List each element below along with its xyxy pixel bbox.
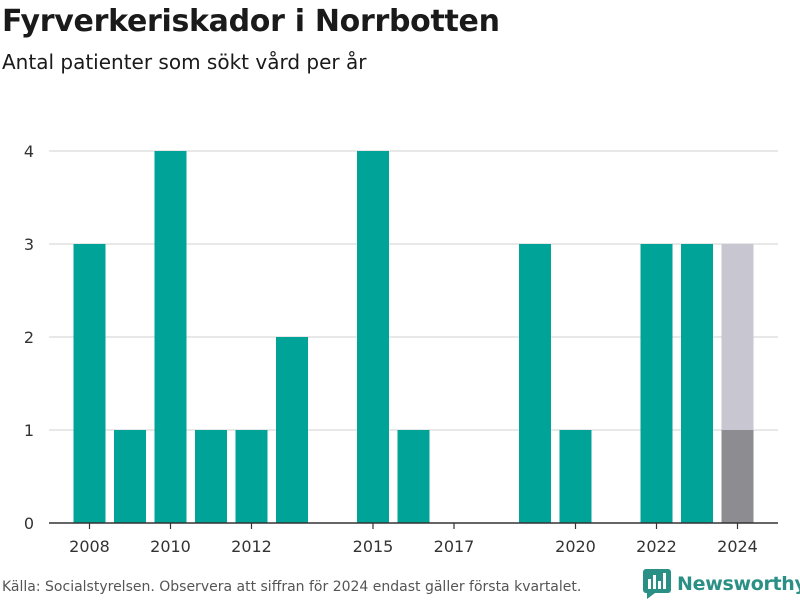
- y-tick-label-3: 3: [24, 235, 34, 254]
- bar-2013: [276, 337, 308, 523]
- bar-2024-actual: [721, 430, 754, 523]
- bar-2020: [559, 430, 592, 523]
- bar-2012: [235, 430, 268, 523]
- bar-2008: [73, 244, 106, 523]
- bar-2022: [640, 244, 673, 523]
- x-tick-label-2017: 2017: [434, 537, 475, 556]
- bar-2015: [357, 151, 389, 523]
- bar-2010: [154, 151, 187, 523]
- x-tick-label-2015: 2015: [353, 537, 394, 556]
- bar-2019: [519, 244, 551, 523]
- chart-title: Fyrverkeriskador i Norrbotten: [2, 4, 500, 39]
- x-tick-label-2024: 2024: [717, 537, 758, 556]
- newsworthy-logo-icon: [643, 569, 671, 599]
- y-tick-label-2: 2: [24, 328, 34, 347]
- y-tick-label-1: 1: [24, 421, 34, 440]
- bar-2024-projection: [721, 244, 754, 430]
- y-tick-label-0: 0: [24, 514, 34, 533]
- source-note: Källa: Socialstyrelsen. Observera att si…: [2, 579, 582, 595]
- bar-2016: [397, 430, 430, 523]
- bar-2011: [195, 430, 227, 523]
- x-tick-label-2012: 2012: [231, 537, 272, 556]
- chart-subtitle: Antal patienter som sökt vård per år: [2, 50, 367, 74]
- newsworthy-logo: Newsworthy: [643, 568, 800, 600]
- y-tick-label-4: 4: [24, 142, 34, 161]
- x-tick-label-2022: 2022: [636, 537, 677, 556]
- x-tick-label-2010: 2010: [150, 537, 191, 556]
- bar-2009: [114, 430, 146, 523]
- bar-2023: [681, 244, 713, 523]
- x-tick-label-2008: 2008: [69, 537, 110, 556]
- newsworthy-logo-text: Newsworthy: [677, 573, 800, 595]
- x-tick-label-2020: 2020: [555, 537, 596, 556]
